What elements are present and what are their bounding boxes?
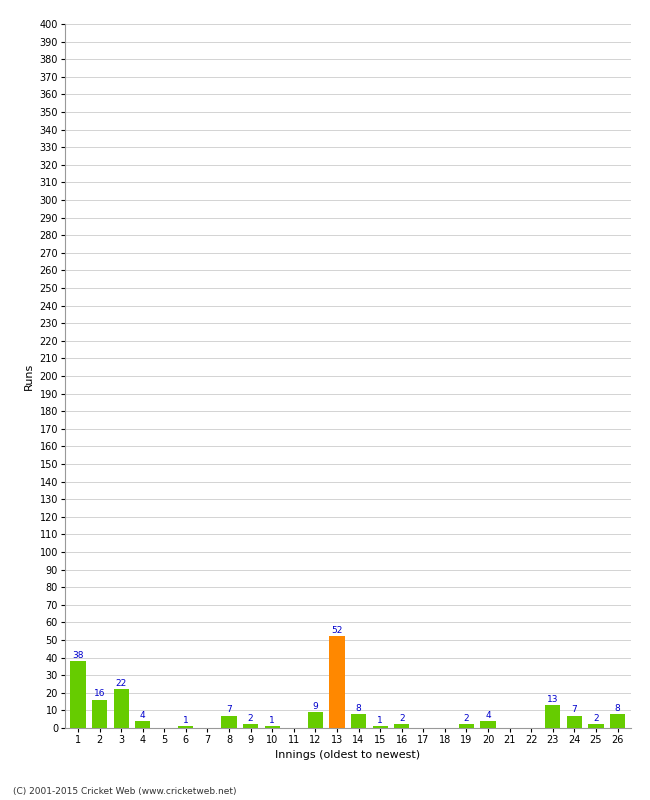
Text: 8: 8 xyxy=(615,703,620,713)
Bar xyxy=(394,725,410,728)
Bar xyxy=(545,705,560,728)
Bar xyxy=(178,726,194,728)
Text: 52: 52 xyxy=(332,626,343,635)
Y-axis label: Runs: Runs xyxy=(24,362,34,390)
Bar xyxy=(372,726,387,728)
Bar xyxy=(308,712,323,728)
Text: 7: 7 xyxy=(226,706,232,714)
Text: 4: 4 xyxy=(486,710,491,719)
X-axis label: Innings (oldest to newest): Innings (oldest to newest) xyxy=(275,750,421,761)
Bar xyxy=(459,725,474,728)
Text: 1: 1 xyxy=(269,716,275,725)
Bar xyxy=(135,721,150,728)
Bar xyxy=(330,637,344,728)
Bar xyxy=(567,716,582,728)
Text: (C) 2001-2015 Cricket Web (www.cricketweb.net): (C) 2001-2015 Cricket Web (www.cricketwe… xyxy=(13,787,237,796)
Bar xyxy=(265,726,279,728)
Text: 9: 9 xyxy=(313,702,318,710)
Bar xyxy=(588,725,603,728)
Bar xyxy=(114,690,129,728)
Text: 4: 4 xyxy=(140,710,146,719)
Bar xyxy=(351,714,366,728)
Text: 2: 2 xyxy=(593,714,599,723)
Text: 38: 38 xyxy=(72,650,84,660)
Text: 7: 7 xyxy=(571,706,577,714)
Text: 16: 16 xyxy=(94,690,105,698)
Text: 8: 8 xyxy=(356,703,361,713)
Text: 1: 1 xyxy=(377,716,383,725)
Text: 2: 2 xyxy=(248,714,254,723)
Text: 13: 13 xyxy=(547,694,558,704)
Bar xyxy=(70,661,86,728)
Text: 22: 22 xyxy=(116,679,127,688)
Text: 2: 2 xyxy=(463,714,469,723)
Bar xyxy=(222,716,237,728)
Bar xyxy=(92,700,107,728)
Bar xyxy=(243,725,258,728)
Bar xyxy=(610,714,625,728)
Text: 1: 1 xyxy=(183,716,188,725)
Bar xyxy=(480,721,495,728)
Text: 2: 2 xyxy=(399,714,404,723)
